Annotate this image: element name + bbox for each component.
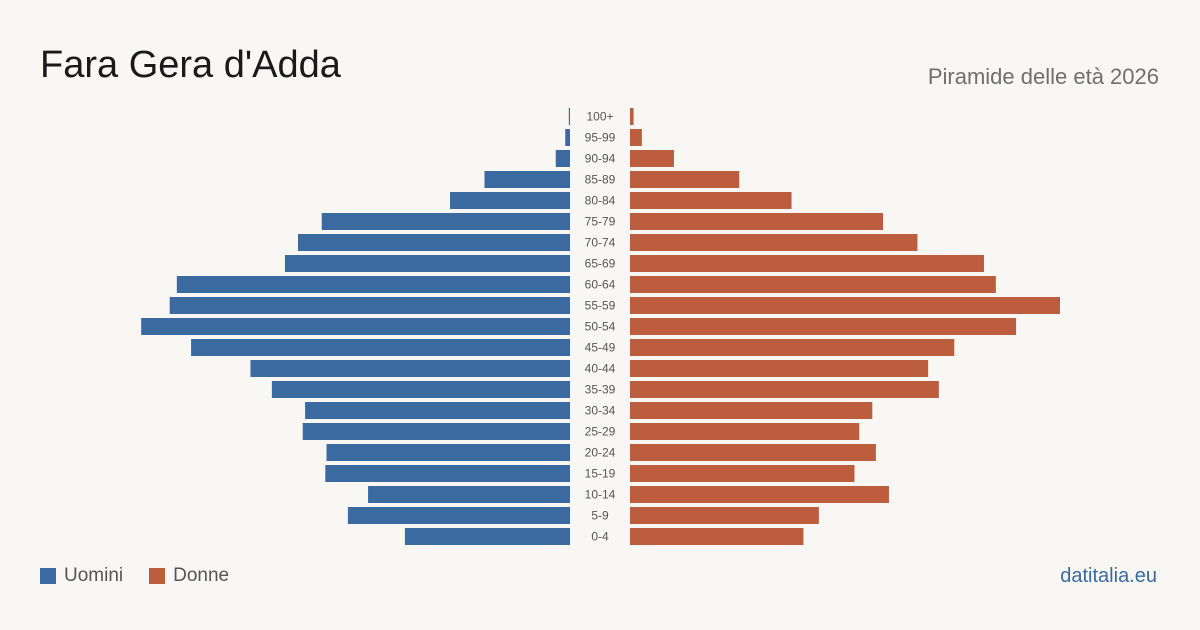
bar-men-85-89 [484,171,570,188]
bar-men-70-74 [297,234,570,251]
age-label-85-89: 85-89 [585,173,616,187]
age-label-30-34: 30-34 [585,404,616,418]
bar-men-15-19 [325,465,570,482]
age-label-90-94: 90-94 [585,152,616,166]
bar-men-90-94 [555,150,570,167]
bar-women-85-89 [630,171,740,188]
age-label-15-19: 15-19 [585,467,616,481]
bar-men-20-24 [326,444,570,461]
bar-women-25-29 [630,423,860,440]
bar-women-65-69 [630,255,984,272]
bar-women-100+ [630,108,634,125]
age-label-70-74: 70-74 [585,236,616,250]
bar-women-5-9 [630,507,819,524]
bar-men-75-79 [321,213,570,230]
bar-men-30-34 [305,402,570,419]
age-label-80-84: 80-84 [585,194,616,208]
bar-men-55-59 [169,297,570,314]
bar-women-35-39 [630,381,939,398]
legend-label-women: Donne [173,565,230,586]
age-label-95-99: 95-99 [585,131,616,145]
bar-women-10-14 [630,486,889,503]
bar-men-95-99 [565,129,570,146]
age-label-55-59: 55-59 [585,299,616,313]
age-label-0-4: 0-4 [591,530,609,544]
bar-men-50-54 [141,318,570,335]
age-label-20-24: 20-24 [585,446,616,460]
bar-women-75-79 [630,213,884,230]
bar-women-15-19 [630,465,855,482]
bar-women-30-34 [630,402,873,419]
age-label-100+: 100+ [586,110,613,124]
age-label-50-54: 50-54 [585,320,616,334]
bar-women-90-94 [630,150,674,167]
bar-men-10-14 [368,486,570,503]
chart-subtitle: Piramide delle età 2026 [927,64,1159,89]
legend-item-women: Donne [149,565,229,587]
age-label-10-14: 10-14 [585,488,616,502]
age-label-40-44: 40-44 [585,362,616,376]
bar-women-50-54 [630,318,1017,335]
bar-women-20-24 [630,444,876,461]
bar-women-45-49 [630,339,955,356]
bar-men-60-64 [176,276,570,293]
site-link[interactable]: datitalia.eu [1060,565,1157,587]
legend-label-men: Uomini [64,565,124,586]
age-label-65-69: 65-69 [585,257,616,271]
bar-women-55-59 [630,297,1060,314]
legend-swatch-women [149,568,166,584]
bar-women-40-44 [630,360,929,377]
age-label-35-39: 35-39 [585,383,616,397]
bar-women-95-99 [630,129,642,146]
bar-women-60-64 [630,276,996,293]
bar-men-65-69 [284,255,570,272]
age-label-45-49: 45-49 [585,341,616,355]
bar-women-70-74 [630,234,918,251]
bar-women-80-84 [630,192,792,209]
chart-title: Fara Gera d'Adda [40,44,341,86]
age-label-5-9: 5-9 [591,509,609,523]
bar-men-35-39 [271,381,570,398]
bar-men-25-29 [302,423,570,440]
age-label-25-29: 25-29 [585,425,616,439]
bar-men-0-4 [404,528,570,545]
legend-item-men: Uomini [40,565,123,587]
age-label-60-64: 60-64 [585,278,616,292]
legend: Uomini Donne [40,565,255,587]
age-label-75-79: 75-79 [585,215,616,229]
bar-men-40-44 [250,360,571,377]
bar-men-100+ [568,108,570,125]
bar-men-5-9 [347,507,570,524]
bar-men-45-49 [191,339,571,356]
bar-men-80-84 [450,192,570,209]
legend-swatch-men [40,568,56,584]
bar-women-0-4 [630,528,804,545]
